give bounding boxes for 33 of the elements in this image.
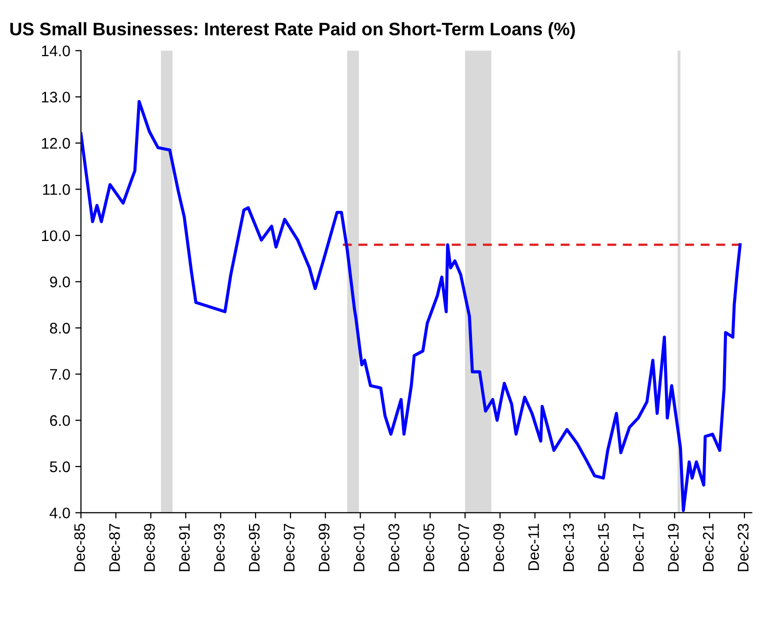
x-tick-label: Dec-09 <box>493 524 504 572</box>
y-tick-label: 12.0 <box>42 138 70 149</box>
y-tick-label: 9.0 <box>50 276 70 288</box>
x-tick-label: Dec-99 <box>318 524 330 572</box>
y-tick-label: 10.0 <box>42 230 70 242</box>
chart-title: US Small Businesses: Interest Rate Paid on Short-Term Loans (%) <box>10 22 575 39</box>
x-tick-label: Dec-87 <box>109 524 120 572</box>
x-tick-label: Dec-85 <box>74 524 86 572</box>
x-tick-label: Dec-19 <box>668 524 679 572</box>
x-tick-label: Dec-91 <box>178 524 190 572</box>
y-tick-label: 11.0 <box>43 184 70 195</box>
y-tick-label: 14.0 <box>42 46 70 56</box>
x-tick-label: Dec-97 <box>284 524 295 572</box>
x-tick-label: Dec-21 <box>702 524 714 572</box>
x-tick-label: Dec-15 <box>598 524 609 572</box>
x-tick-label: Dec-13 <box>563 524 574 572</box>
x-tick-label: Dec-95 <box>248 524 260 572</box>
x-tick-label: Dec-11 <box>528 524 540 570</box>
x-tick-label: Dec-93 <box>214 524 225 572</box>
x-tick-label: Dec-89 <box>144 524 155 572</box>
x-tick-label: Dec-23 <box>738 524 749 572</box>
y-tick-label: 6.0 <box>50 415 70 426</box>
line-series <box>80 100 742 512</box>
y-tick-label: 13.0 <box>42 92 70 103</box>
x-tick-label: Dec-05 <box>423 524 434 572</box>
y-tick-label: 5.0 <box>50 461 70 472</box>
x-tick-label: Dec-17 <box>633 524 644 572</box>
x-tick-label: Dec-07 <box>458 524 470 572</box>
y-tick-label: 4.0 <box>50 508 70 518</box>
x-tick-label: Dec-03 <box>388 524 400 572</box>
x-tick-label: Dec-01 <box>354 524 364 572</box>
y-tick-label: 8.0 <box>50 322 70 334</box>
y-tick-label: 7.0 <box>50 368 70 380</box>
